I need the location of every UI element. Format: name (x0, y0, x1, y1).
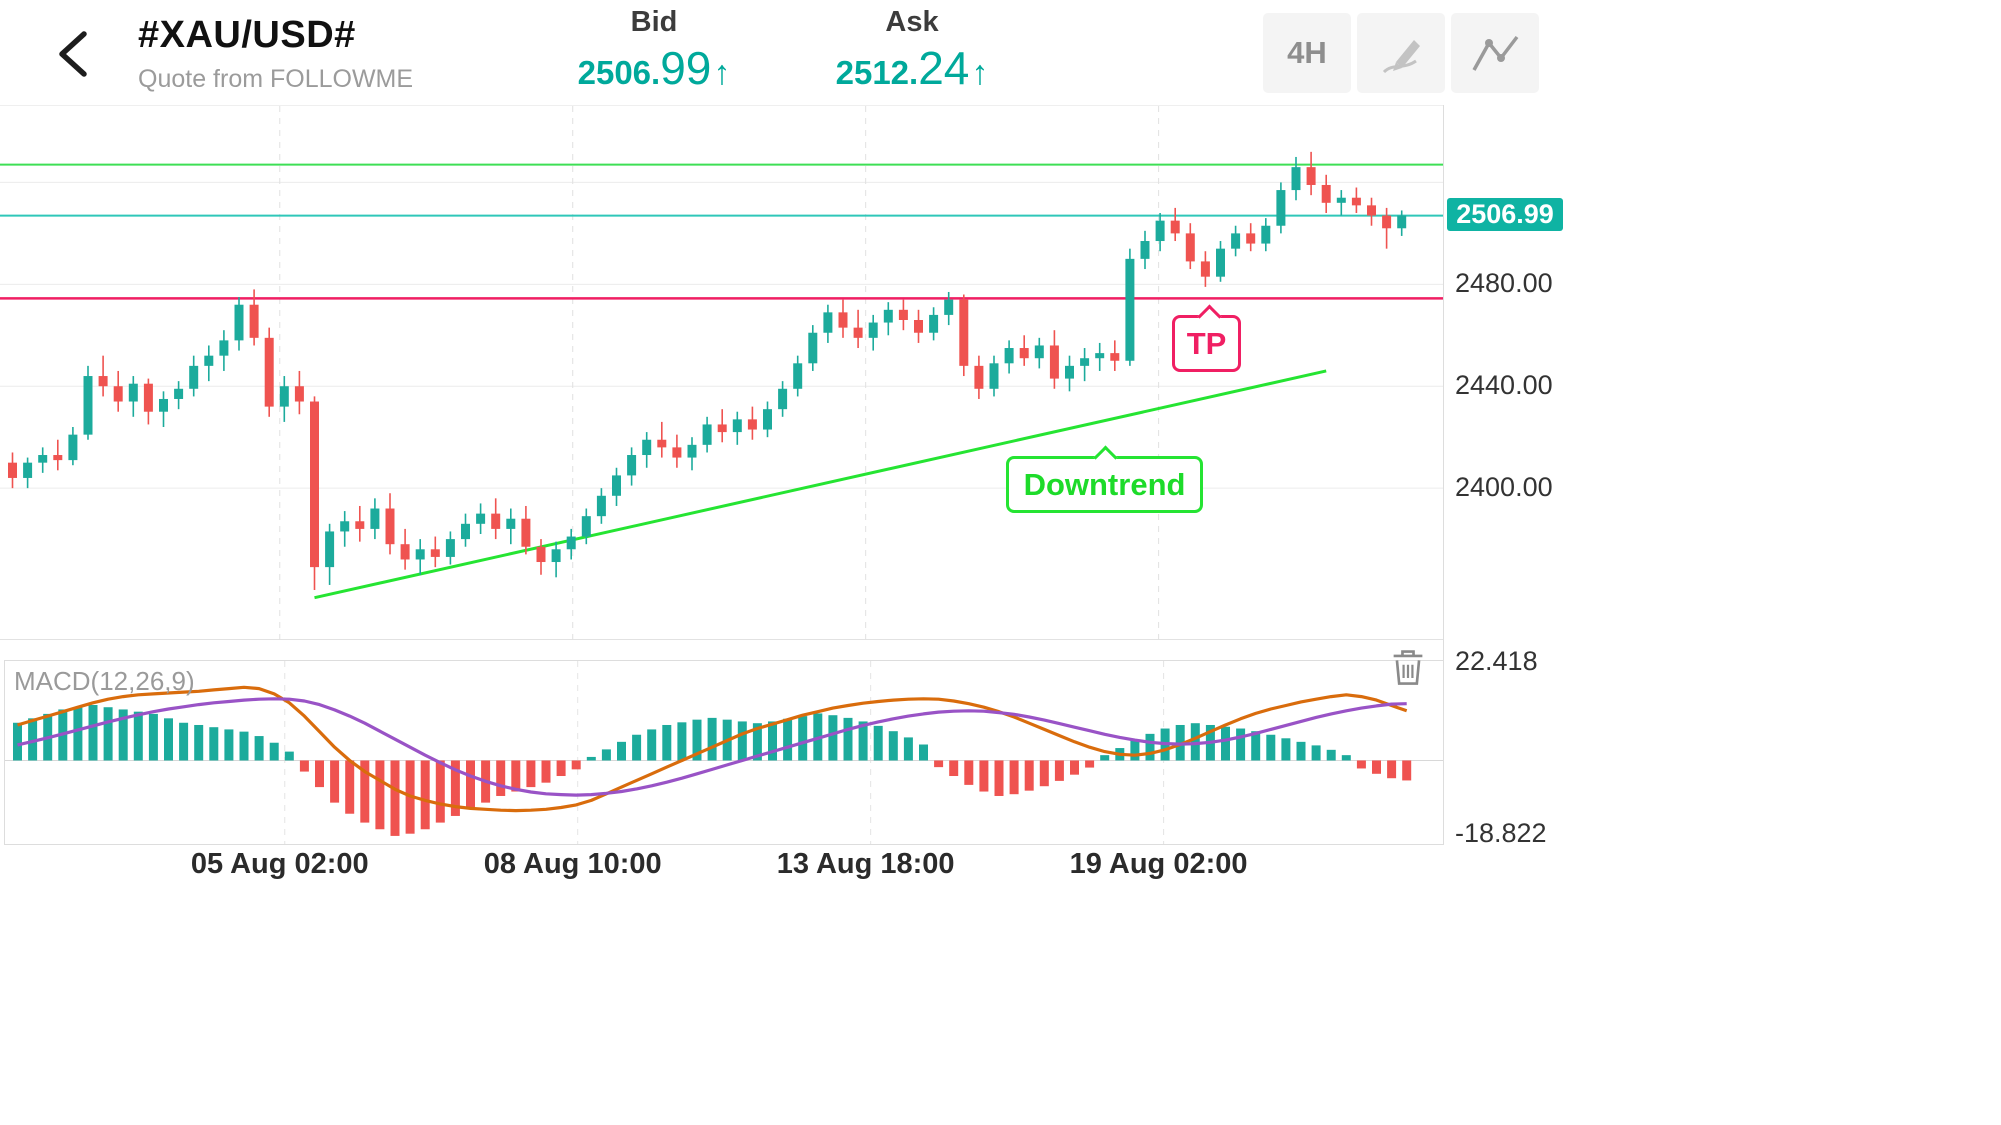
header: #XAU/USD# Quote from FOLLOWME Bid 2506. … (0, 0, 2001, 105)
price-tick-label: 2480.00 (1455, 268, 1553, 299)
price-tick-label: 2400.00 (1455, 472, 1553, 503)
ask-value-big: 24 (918, 42, 970, 94)
ask-label: Ask (885, 6, 939, 38)
symbol-block: #XAU/USD# Quote from FOLLOWME (138, 14, 413, 94)
ask-value-main: 2512. (835, 54, 919, 91)
chart-style-button[interactable] (1451, 13, 1539, 93)
bid-value: 2506. 99 ↑ (549, 41, 759, 95)
quote-source: Quote from FOLLOWME (138, 65, 414, 93)
time-tick-label: 13 Aug 18:00 (776, 848, 955, 880)
bid-value-big: 99 (660, 42, 712, 94)
bid-quote: Bid 2506. 99 ↑ (549, 6, 759, 95)
macd-axis-min: -18.822 (1455, 818, 1547, 848)
pencil-draw-icon (1382, 40, 1420, 74)
ask-up-arrow-icon: ↑ (971, 54, 989, 92)
back-chevron-icon (59, 31, 87, 77)
ask-quote: Ask 2512. 24 ↑ (807, 6, 1017, 95)
remove-indicator-button[interactable] (1388, 646, 1428, 688)
take-profit-annotation[interactable]: TP (1172, 304, 1241, 372)
downtrend-label: Downtrend (1023, 466, 1186, 502)
line-chart-icon (1472, 35, 1519, 71)
candlestick-chart[interactable] (0, 106, 1443, 641)
timeframe-button[interactable]: 4H (1263, 13, 1351, 93)
tp-label: TP (1186, 325, 1227, 361)
macd-indicator-label: MACD(12,26,9) (14, 666, 195, 696)
trash-icon (1393, 650, 1423, 685)
bid-value-main: 2506. (577, 54, 661, 91)
current-price-tag: 2506.99 (1447, 198, 1563, 231)
ask-value: 2512. 24 ↑ (807, 41, 1017, 95)
draw-tool-button[interactable] (1357, 13, 1445, 93)
bid-label: Bid (630, 6, 678, 38)
macd-panel[interactable] (4, 660, 1444, 845)
price-tick-label: 2440.00 (1455, 370, 1553, 401)
time-tick-label: 05 Aug 02:00 (190, 848, 369, 880)
trendline-annotation[interactable]: Downtrend (1006, 445, 1203, 513)
back-button[interactable] (52, 26, 100, 82)
price-chart-panel[interactable] (0, 105, 1443, 641)
macd-chart[interactable] (5, 661, 1443, 844)
axis-border (1443, 105, 1444, 845)
time-tick-label: 08 Aug 10:00 (483, 848, 662, 880)
macd-axis-max: 22.418 (1455, 646, 1538, 676)
symbol-title: #XAU/USD# (138, 14, 356, 56)
bid-up-arrow-icon: ↑ (713, 54, 731, 92)
time-tick-label: 19 Aug 02:00 (1069, 848, 1248, 880)
